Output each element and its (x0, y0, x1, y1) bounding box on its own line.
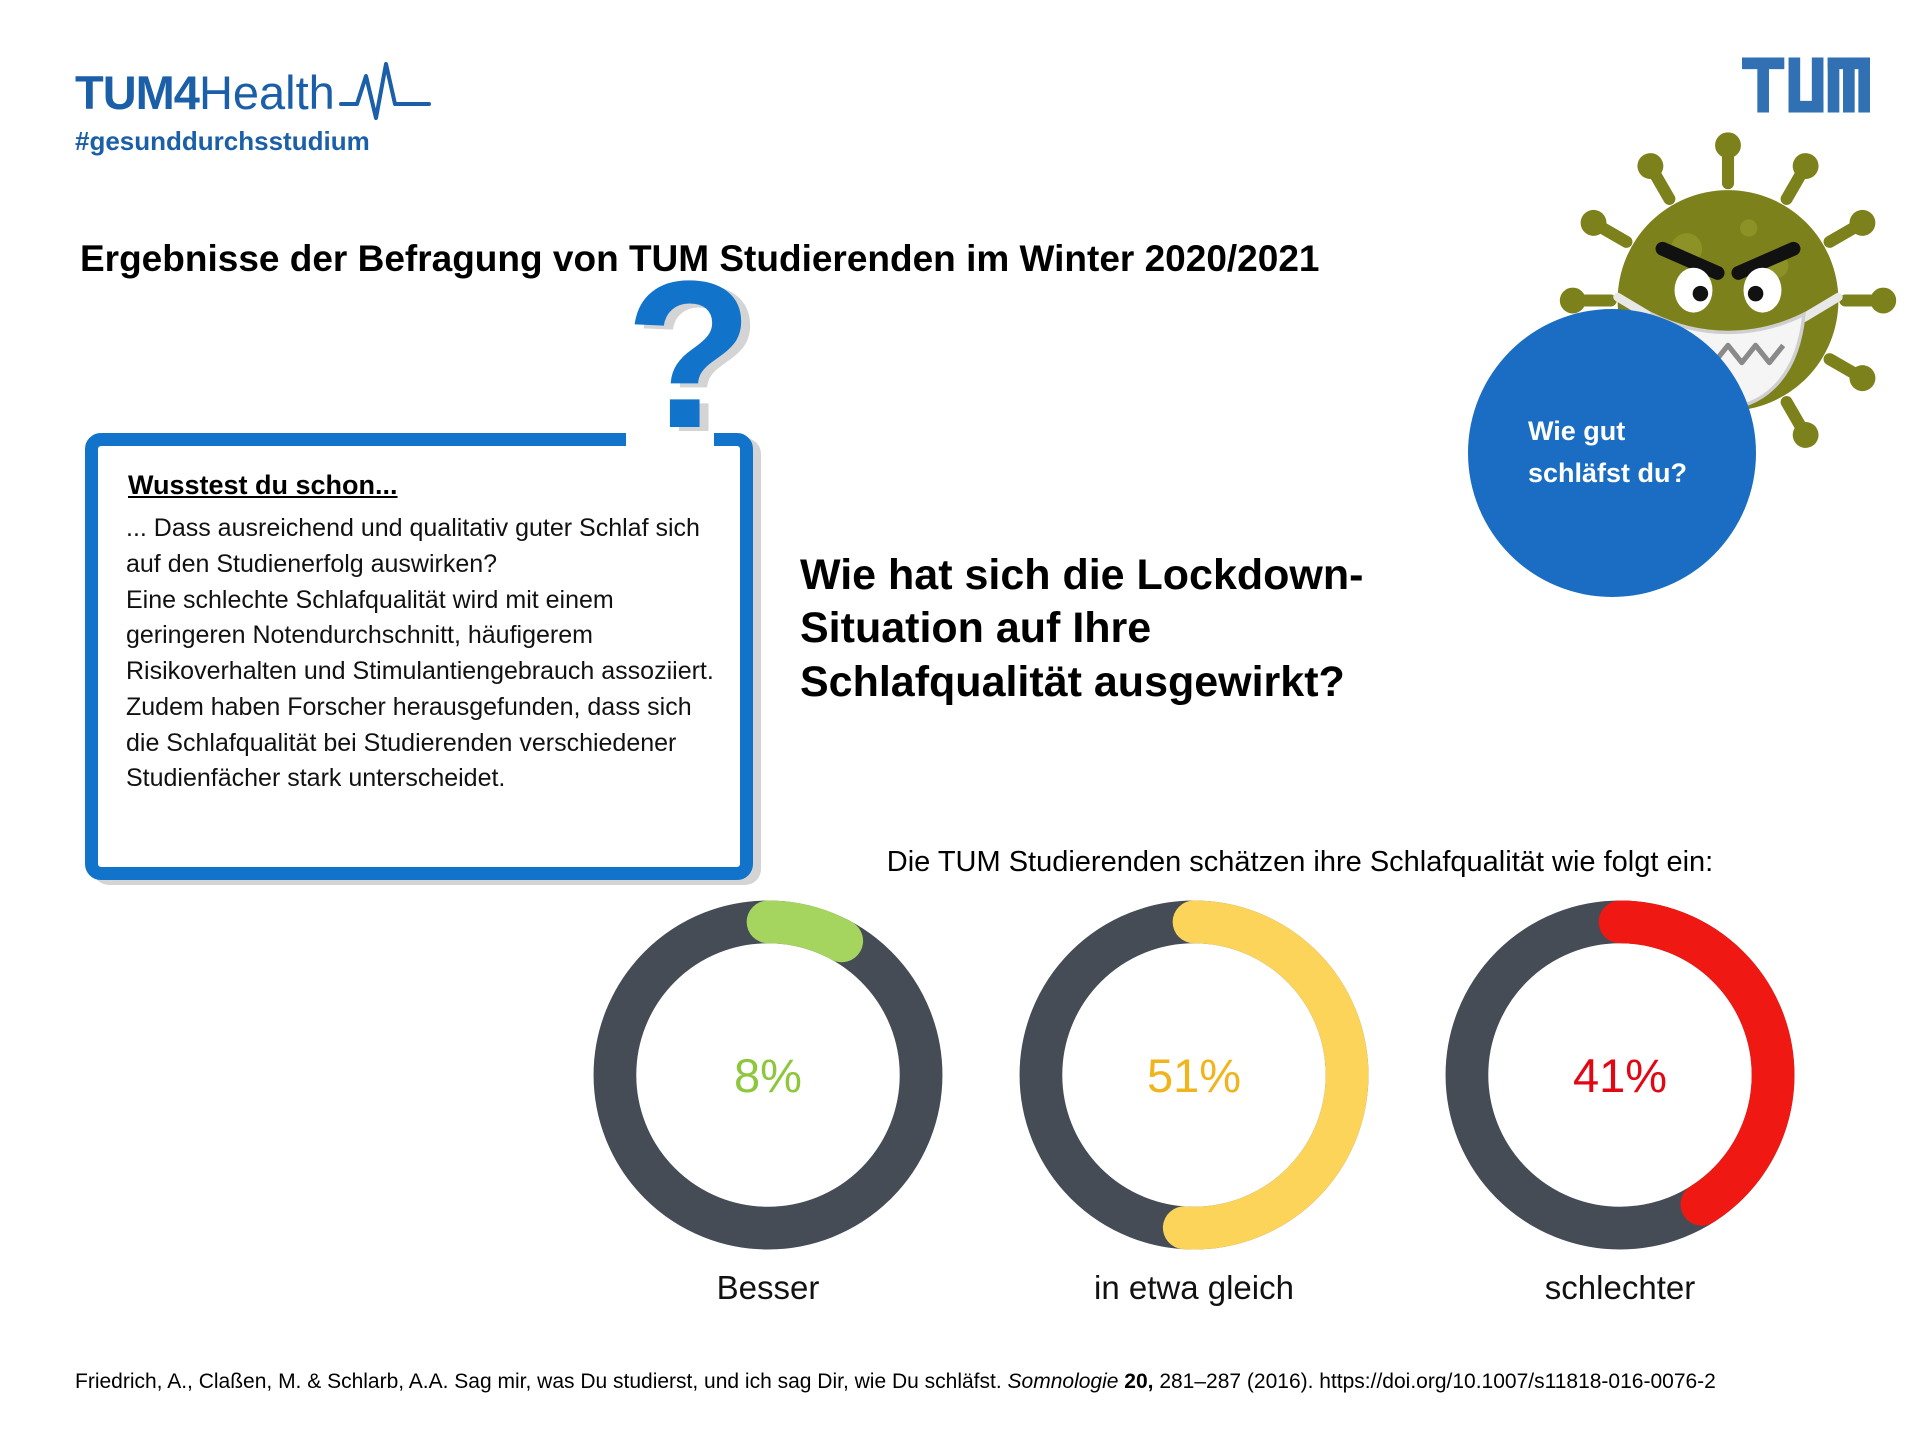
donut-percent-label: 8% (734, 1048, 802, 1102)
donut-chart-besser: 8% Besser (590, 897, 946, 1307)
fact-box-border-gap (626, 429, 714, 449)
donut-segment (1019, 900, 1369, 1250)
donut-chart-in-etwa-gleich: 51% in etwa gleich (1016, 897, 1372, 1307)
tum4health-logo: TUM4 Health #gesunddurchsstudium (75, 60, 431, 157)
donut-category-label: schlechter (1544, 1269, 1696, 1306)
brand-hashtag: #gesunddurchsstudium (75, 126, 370, 156)
fact-box-paragraph: Zudem haben Forscher herausgefunden, das… (126, 692, 692, 793)
brand-text-light: Health (198, 66, 335, 119)
chart-title: Die TUM Studierenden schätzen ihre Schla… (886, 846, 1714, 878)
donut-percent-label: 41% (1572, 1048, 1668, 1102)
fact-box-paragraph: Eine schlechte Schlafqualität wird mit e… (126, 585, 714, 686)
citation-authors: Friedrich, A., Claßen, M. & Schlarb, A.A… (75, 1370, 1008, 1393)
question-mark-icon: ? (625, 237, 754, 472)
fact-box-heading: Wusstest du schon... (128, 470, 398, 500)
donut-ring (590, 897, 946, 1253)
donut-ring (1016, 897, 1372, 1253)
main-question: Wie hat sich die Lockdown- Situation auf… (800, 551, 1364, 706)
bubble-text: Wie gut schläfst du? (1528, 416, 1688, 488)
donut-percent-label: 51% (1146, 1048, 1242, 1102)
heartbeat-icon (338, 62, 431, 120)
citation-journal: Somnologie (1007, 1370, 1125, 1393)
page-title: Ergebnisse der Befragung von TUM Studier… (80, 238, 1320, 279)
sleep-question-bubble: Wie gut schläfst du? (1468, 309, 1756, 597)
donut-category-label: in etwa gleich (1094, 1269, 1294, 1306)
citation-volume: 20, (1124, 1370, 1154, 1393)
tum-logo (1742, 57, 1870, 113)
donut-category-label: Besser (716, 1269, 820, 1306)
donut-segment (593, 900, 943, 1250)
citation-rest: 281–287 (2016). https://doi.org/10.1007/… (1153, 1370, 1716, 1393)
fact-box: Wusstest du schon... ... Dass ausreichen… (85, 433, 753, 880)
donut-segment (1445, 900, 1795, 1250)
fact-box-paragraph: ... Dass ausreichend und qualitativ gute… (126, 514, 700, 578)
donut-charts: 8% Besser 51% in etwa gleich 41% schlech… (590, 897, 1798, 1307)
donut-chart-schlechter: 41% schlechter (1442, 897, 1798, 1307)
citation: Friedrich, A., Claßen, M. & Schlarb, A.A… (75, 1366, 1730, 1398)
donut-ring (1442, 897, 1798, 1253)
brand-text-bold: TUM4 (75, 66, 200, 119)
